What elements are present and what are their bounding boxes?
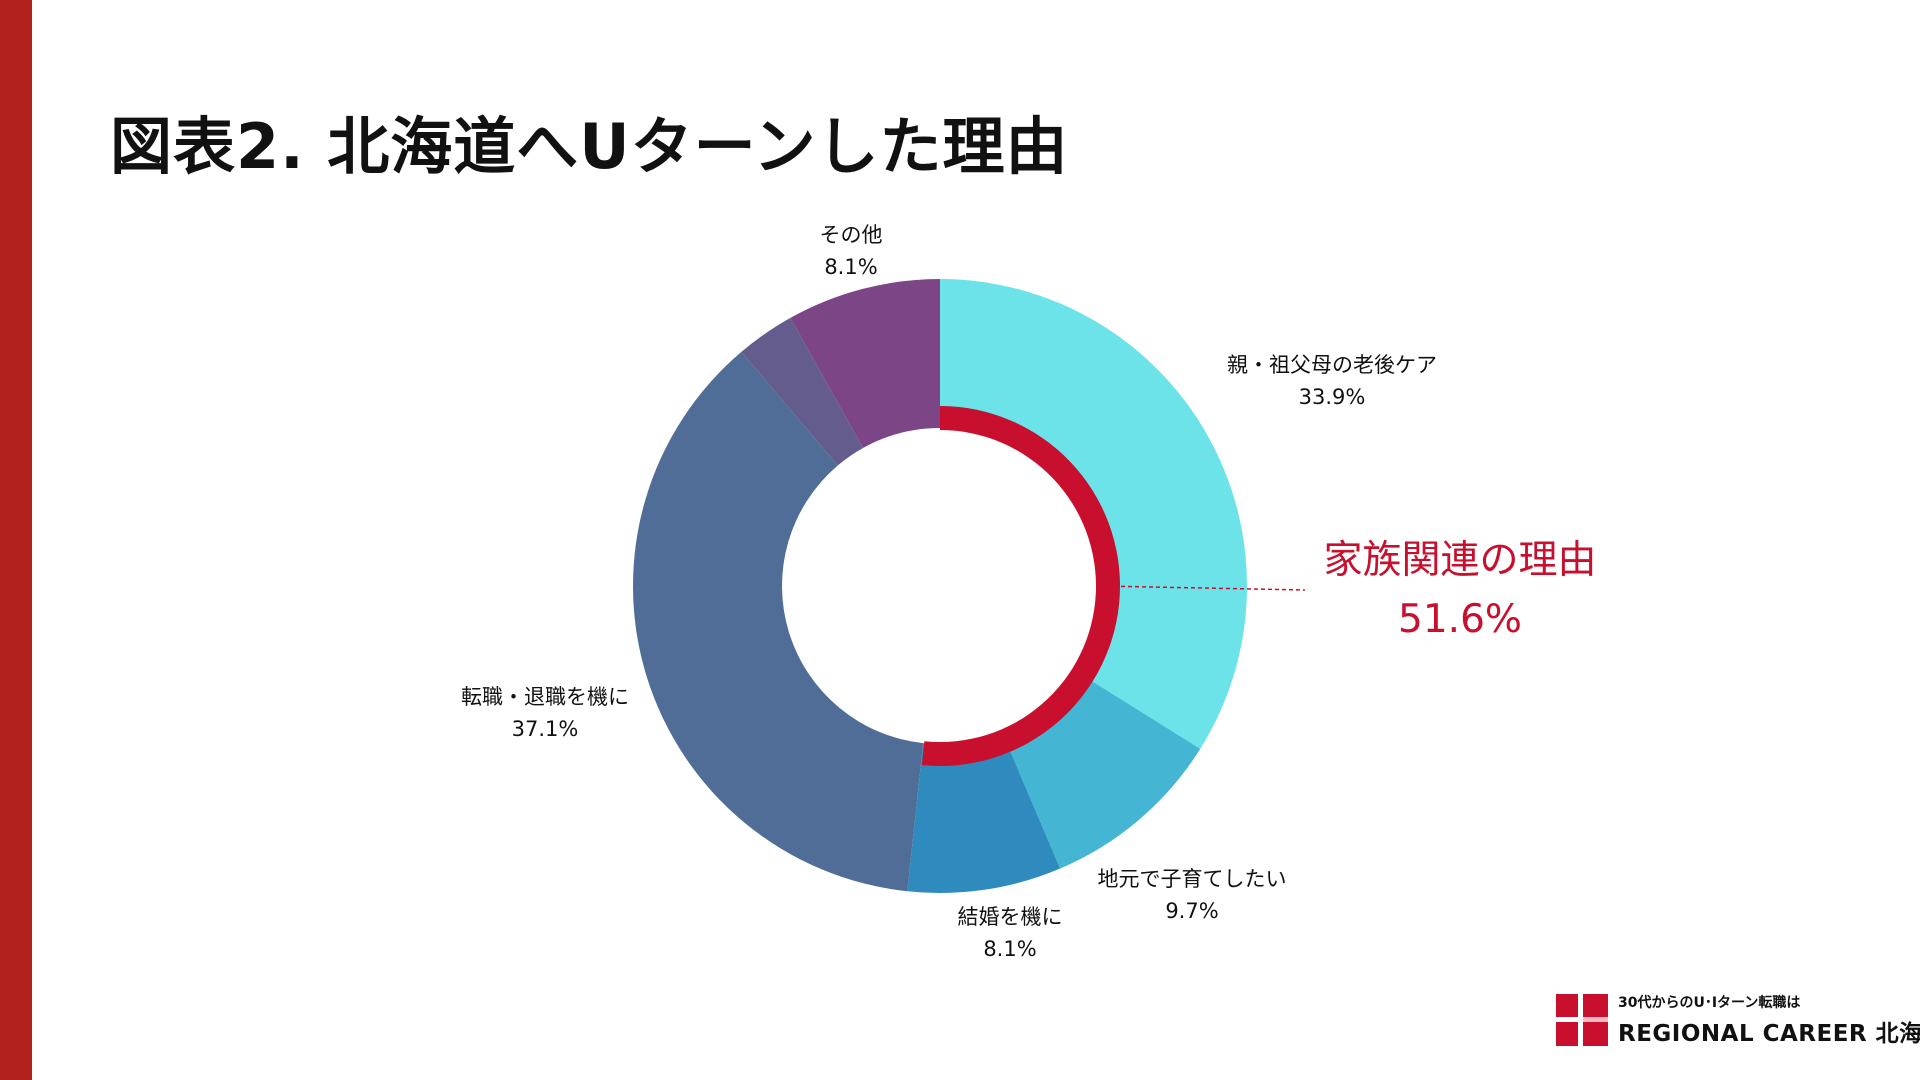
logo-mark-icon	[1556, 994, 1608, 1046]
highlight-layer	[921, 406, 1120, 766]
family-highlight-arc	[921, 406, 1120, 766]
callout-leader-line	[1099, 585, 1306, 591]
slice-value-1: 9.7%	[1165, 899, 1218, 923]
family-reason-label: 家族関連の理由	[1323, 538, 1596, 583]
slice-value-5: 8.1%	[824, 255, 877, 279]
slice-5	[790, 279, 940, 449]
labels-layer: 親・祖父母の老後ケア 33.9% 地元で子育てしたい 9.7% 結婚を機に 8.1% 転職・…	[461, 223, 1437, 961]
slice-4	[741, 317, 864, 466]
slices-layer	[633, 279, 1248, 894]
family-callout: 家族関連の理由 51.6%	[1099, 538, 1597, 642]
logo-brand: REGIONAL CAREER 北海道	[1618, 1021, 1920, 1047]
slice-label-0: 親・祖父母の老後ケア	[1227, 353, 1437, 377]
slice-value-0: 33.9%	[1299, 385, 1366, 409]
slice-label-5: その他	[820, 223, 883, 247]
regional-career-logo: 30代からのU･Iターン転職は REGIONAL CAREER 北海道	[1556, 992, 1920, 1050]
slice-label-1: 地元で子育てしたい	[1098, 867, 1287, 891]
slice-3	[633, 351, 924, 892]
slice-label-3: 転職・退職を機に	[461, 685, 629, 709]
accent-bar	[0, 0, 32, 1080]
page-title: 図表2. 北海道へUターンした理由	[110, 110, 1069, 183]
slice-value-3: 37.1%	[512, 717, 579, 741]
slice-2	[907, 731, 1061, 894]
slice-value-2: 8.1%	[983, 937, 1036, 961]
slice-label-2: 結婚を機に	[958, 905, 1063, 929]
logo-tagline: 30代からのU･Iターン転職は	[1618, 995, 1801, 1011]
family-reason-value: 51.6%	[1398, 597, 1522, 642]
